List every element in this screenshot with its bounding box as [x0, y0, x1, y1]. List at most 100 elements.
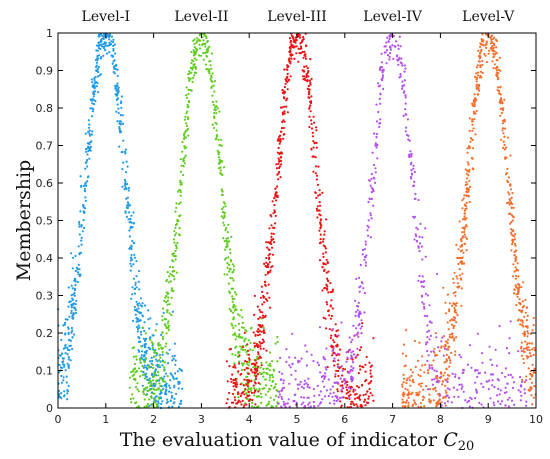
data-point	[159, 389, 162, 392]
data-point	[318, 209, 321, 212]
data-point	[518, 284, 521, 287]
data-point	[396, 58, 399, 61]
data-point	[233, 362, 236, 365]
data-point	[66, 398, 69, 401]
data-point	[119, 114, 122, 117]
data-point	[402, 91, 405, 94]
data-point	[474, 112, 477, 115]
data-point	[128, 247, 131, 250]
data-point	[492, 52, 495, 55]
data-point	[450, 318, 453, 321]
data-point	[525, 400, 528, 403]
data-point	[466, 151, 469, 154]
data-point	[403, 405, 406, 408]
data-point	[520, 341, 523, 344]
data-point	[492, 67, 495, 70]
data-point	[459, 277, 462, 280]
data-point	[525, 404, 528, 407]
data-point	[274, 193, 277, 196]
data-point	[513, 235, 516, 238]
data-point	[531, 329, 534, 332]
data-point	[269, 362, 272, 365]
data-point	[312, 387, 315, 391]
data-point	[158, 382, 161, 385]
data-point	[313, 141, 316, 144]
data-point	[142, 358, 145, 361]
data-point	[70, 326, 73, 330]
data-point	[298, 33, 301, 36]
data-point	[144, 346, 147, 349]
data-point	[326, 277, 329, 280]
data-point	[500, 400, 503, 403]
data-point	[503, 143, 506, 147]
data-point	[220, 188, 223, 191]
data-point	[351, 338, 354, 341]
data-point	[123, 178, 126, 181]
data-point	[294, 393, 297, 396]
data-point	[172, 402, 175, 405]
data-point	[331, 354, 334, 357]
data-point	[62, 376, 65, 379]
data-point	[83, 189, 86, 192]
data-point	[126, 196, 129, 199]
data-point	[329, 336, 332, 340]
data-point	[463, 262, 466, 265]
data-point	[88, 123, 91, 126]
data-point	[133, 292, 137, 295]
data-point	[523, 392, 527, 395]
data-point	[232, 385, 235, 388]
data-point	[232, 401, 235, 404]
data-point	[240, 308, 243, 312]
data-point	[409, 150, 412, 153]
data-point	[412, 184, 416, 187]
data-point	[262, 367, 265, 371]
data-point	[213, 112, 216, 115]
data-point	[318, 201, 321, 204]
data-point	[514, 266, 517, 269]
data-point	[316, 183, 320, 186]
data-point	[147, 309, 150, 312]
data-point	[289, 51, 292, 54]
data-point	[379, 84, 382, 87]
data-point	[135, 308, 138, 311]
data-point	[175, 377, 178, 380]
data-point	[264, 393, 267, 396]
data-point	[493, 63, 497, 66]
data-point	[148, 377, 151, 380]
data-point	[177, 233, 181, 236]
data-point	[252, 384, 255, 387]
data-point	[506, 382, 509, 385]
data-point	[352, 353, 356, 356]
data-point	[517, 292, 520, 296]
data-point	[276, 360, 279, 363]
data-point	[378, 125, 381, 129]
data-point	[151, 379, 155, 382]
data-point	[171, 270, 174, 273]
data-point	[213, 115, 216, 118]
data-point	[262, 375, 265, 378]
data-point	[276, 173, 279, 176]
data-point	[134, 313, 137, 316]
data-point	[423, 305, 426, 308]
data-point	[428, 320, 432, 323]
data-point	[220, 215, 223, 218]
data-point	[67, 339, 71, 342]
data-point	[480, 38, 483, 41]
data-point	[456, 314, 459, 317]
data-point	[455, 243, 458, 246]
data-point	[329, 304, 332, 307]
data-point	[412, 164, 415, 167]
data-point	[443, 395, 446, 399]
data-point	[131, 293, 134, 296]
data-point	[160, 402, 163, 405]
data-point	[477, 88, 480, 91]
data-point	[238, 329, 241, 332]
data-point	[379, 118, 382, 121]
data-point	[227, 263, 230, 266]
data-point	[185, 122, 188, 125]
data-point	[137, 349, 140, 352]
data-point	[406, 388, 409, 391]
data-point	[246, 353, 249, 356]
data-point	[128, 235, 131, 238]
data-point	[407, 391, 410, 394]
